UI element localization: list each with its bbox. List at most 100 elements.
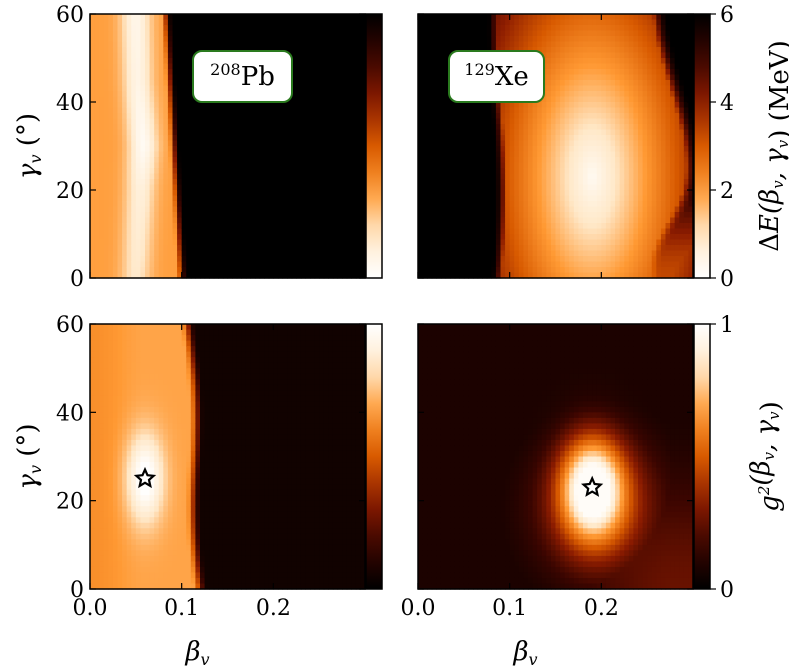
heatmap-cell (103, 195, 109, 202)
heatmap-cell (555, 41, 561, 48)
heatmap-cell (342, 168, 348, 175)
heatmap-cell (440, 206, 447, 213)
heatmap-cell (532, 19, 538, 26)
heatmap-cell (500, 201, 506, 208)
heatmap-cell (209, 140, 215, 147)
heatmap-cell (122, 91, 128, 98)
heatmap-cell (245, 30, 252, 37)
heatmap-cell (491, 140, 497, 147)
heatmap-cell (145, 250, 151, 257)
heatmap-cell (177, 245, 183, 252)
heatmap-cell (555, 135, 561, 142)
heatmap-cell (427, 124, 433, 131)
heatmap-cell (422, 129, 428, 136)
heatmap-cell (149, 80, 155, 87)
heatmap-cell (277, 19, 284, 26)
heatmap-cell (186, 162, 192, 169)
heatmap-cell (505, 201, 511, 208)
heatmap-cell (204, 256, 210, 263)
heatmap-cell (332, 245, 339, 252)
heatmap-cell (473, 228, 479, 235)
heatmap-cell (163, 228, 169, 235)
heatmap-cell (509, 113, 515, 120)
heatmap-cell (305, 19, 311, 26)
heatmap-cell (122, 272, 128, 279)
heatmap-cell (135, 19, 142, 26)
heatmap-cell (346, 85, 352, 92)
heatmap-cell (319, 135, 325, 142)
heatmap-cell (241, 239, 247, 246)
heatmap-cell (592, 272, 598, 279)
heatmap-cell (360, 19, 366, 26)
heatmap-cell (509, 195, 515, 202)
heatmap-cell (550, 267, 557, 274)
heatmap-cell (108, 102, 114, 109)
heatmap-cell (259, 223, 265, 230)
heatmap-cell (99, 267, 105, 274)
heatmap-cell (158, 228, 164, 235)
heatmap-cell (277, 212, 284, 219)
heatmap-cell (564, 151, 570, 158)
heatmap-cell (163, 80, 169, 87)
heatmap-cell (541, 135, 547, 142)
heatmap-cell (605, 223, 612, 230)
heatmap-cell (323, 234, 329, 241)
heatmap-cell (346, 157, 352, 164)
heatmap-cell (337, 91, 343, 98)
heatmap-cell (117, 190, 123, 197)
heatmap-cell (583, 91, 589, 98)
heatmap-cell (126, 146, 132, 153)
heatmap-cell (319, 80, 325, 87)
heatmap-cell (103, 245, 109, 252)
heatmap-cell (227, 179, 233, 186)
heatmap-cell (605, 129, 612, 136)
heatmap-cell (342, 201, 348, 208)
heatmap-cell (615, 212, 621, 219)
heatmap-cell (514, 151, 520, 158)
heatmap-cell (255, 168, 261, 175)
heatmap-cell (282, 162, 288, 169)
heatmap-cell (163, 157, 169, 164)
heatmap-cell (122, 118, 128, 125)
heatmap-cell (131, 96, 137, 103)
heatmap-cell (305, 14, 311, 21)
heatmap-cell (296, 245, 302, 252)
heatmap-cell (346, 96, 352, 103)
heatmap-cell (135, 272, 142, 279)
heatmap-cell (250, 168, 256, 175)
heatmap-cell (200, 234, 206, 241)
heatmap-cell (473, 113, 479, 120)
heatmap-cell (218, 113, 224, 120)
heatmap-cell (131, 217, 137, 224)
heatmap-cell (277, 173, 284, 180)
heatmap-cell (518, 190, 525, 197)
heatmap-cell (505, 184, 511, 191)
heatmap-cell (569, 184, 575, 191)
heatmap-cell (578, 184, 584, 191)
heatmap-cell (346, 217, 352, 224)
heatmap-cell (569, 217, 575, 224)
heatmap-cell (167, 25, 174, 32)
heatmap-cell (259, 234, 265, 241)
heatmap-cell (596, 96, 602, 103)
heatmap-cell (342, 36, 348, 43)
heatmap-cell (282, 140, 288, 147)
heatmap-cell (259, 168, 265, 175)
heatmap-cell (296, 85, 302, 92)
heatmap-cell (190, 25, 197, 32)
heatmap-cell (296, 212, 302, 219)
heatmap-cell (518, 140, 525, 147)
heatmap-cell (310, 146, 316, 153)
heatmap-cell (213, 190, 219, 197)
heatmap-cell (459, 36, 465, 43)
heatmap-cell (509, 223, 515, 230)
heatmap-cell (537, 41, 543, 48)
heatmap-cell (360, 102, 366, 109)
heatmap-cell (436, 80, 442, 87)
heatmap-cell (491, 261, 497, 268)
heatmap-cell (422, 69, 428, 76)
heatmap-cell (509, 102, 515, 109)
heatmap-cell (209, 206, 215, 213)
heatmap-cell (500, 272, 506, 279)
heatmap-cell (532, 30, 538, 37)
